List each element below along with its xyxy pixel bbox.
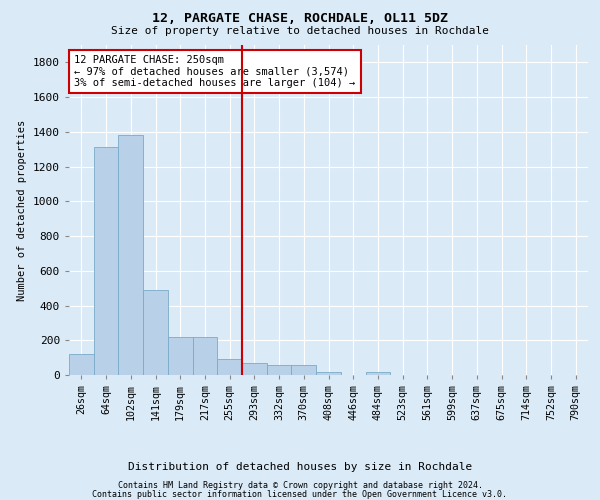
- Bar: [365, 372, 390, 375]
- Text: Size of property relative to detached houses in Rochdale: Size of property relative to detached ho…: [111, 26, 489, 36]
- Bar: [316, 372, 341, 375]
- Bar: [69, 354, 94, 375]
- Bar: [143, 290, 168, 375]
- Bar: [168, 337, 193, 375]
- Text: Contains HM Land Registry data © Crown copyright and database right 2024.: Contains HM Land Registry data © Crown c…: [118, 481, 482, 490]
- Bar: [267, 364, 292, 375]
- Bar: [242, 363, 267, 375]
- Text: Contains public sector information licensed under the Open Government Licence v3: Contains public sector information licen…: [92, 490, 508, 499]
- Y-axis label: Number of detached properties: Number of detached properties: [17, 120, 28, 300]
- Bar: [193, 337, 217, 375]
- Bar: [118, 136, 143, 375]
- Text: 12 PARGATE CHASE: 250sqm
← 97% of detached houses are smaller (3,574)
3% of semi: 12 PARGATE CHASE: 250sqm ← 97% of detach…: [74, 55, 355, 88]
- Text: Distribution of detached houses by size in Rochdale: Distribution of detached houses by size …: [128, 462, 472, 472]
- Bar: [217, 360, 242, 375]
- Bar: [292, 364, 316, 375]
- Bar: [94, 148, 118, 375]
- Text: 12, PARGATE CHASE, ROCHDALE, OL11 5DZ: 12, PARGATE CHASE, ROCHDALE, OL11 5DZ: [152, 12, 448, 26]
